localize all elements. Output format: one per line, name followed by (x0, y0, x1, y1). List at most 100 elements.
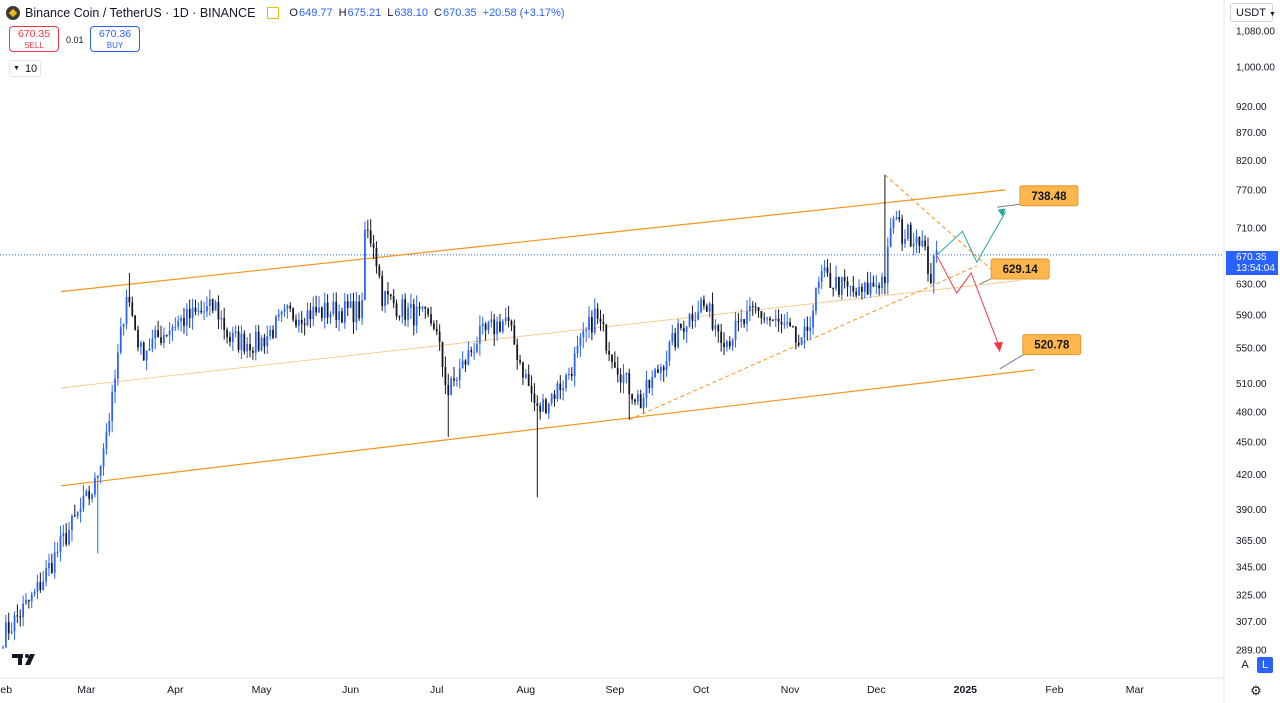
candle (889, 217, 892, 248)
candle (760, 311, 763, 325)
candle (869, 272, 872, 298)
candle (639, 389, 642, 409)
price-axis[interactable]: 1,080.00 1,000.00 920.00 870.00 820.00 770.00… (1236, 27, 1275, 657)
candle (657, 364, 659, 374)
bnb-coin-icon (6, 6, 20, 20)
candle (174, 317, 177, 331)
candle (634, 398, 636, 406)
candle (453, 366, 455, 387)
candle (467, 341, 470, 366)
candle (27, 599, 30, 609)
candle (455, 376, 458, 387)
candle (645, 370, 648, 408)
candle (19, 609, 22, 627)
candle (418, 302, 421, 316)
candle (579, 332, 582, 358)
time-axis[interactable]: Feb Mar Apr May Jun Jul Aug Sep Oct Nov Dec 2025 Feb… (0, 684, 1144, 696)
candle (412, 298, 415, 336)
candle (464, 359, 467, 372)
candle (703, 295, 705, 310)
candle (395, 299, 398, 320)
time-tick-label: Aug (516, 684, 535, 696)
candle (415, 295, 418, 334)
price-tick-label: 390.00 (1236, 505, 1267, 516)
price-target-label[interactable]: 520.78 (999, 334, 1082, 370)
candle (501, 318, 504, 334)
candle (783, 314, 786, 329)
candle (16, 604, 19, 623)
candle (122, 323, 125, 336)
candle (904, 229, 906, 248)
price-target-value: 629.14 (1003, 264, 1039, 276)
quantity-dropdown[interactable]: ▼ 10 (9, 60, 41, 77)
currency-dropdown[interactable]: USDT ▼ (1230, 3, 1276, 22)
candle (921, 230, 924, 248)
symbol-title[interactable]: Binance Coin / TetherUS · 1D · BINANCE (25, 6, 256, 20)
candle (685, 326, 688, 344)
candle (616, 356, 619, 383)
candle (59, 525, 62, 562)
candle (119, 317, 122, 355)
candle (162, 327, 165, 349)
candle (197, 302, 200, 316)
buy-button[interactable]: 670.36 BUY (90, 26, 140, 52)
candle (613, 351, 616, 368)
candle (605, 324, 608, 355)
candle (625, 372, 628, 384)
candle (631, 393, 633, 405)
candle (398, 315, 401, 321)
candle (45, 560, 47, 587)
candle (346, 294, 349, 316)
candle (125, 289, 128, 330)
candle (160, 325, 162, 346)
candle (329, 311, 332, 324)
candle (806, 316, 809, 341)
candle (157, 320, 160, 338)
buy-label: BUY (106, 41, 124, 50)
candle (355, 291, 358, 331)
flag-icon[interactable] (267, 7, 280, 19)
sell-button[interactable]: 670.35 SELL (9, 26, 59, 52)
tradingview-logo[interactable] (12, 652, 40, 666)
candle (929, 262, 932, 284)
candle (556, 380, 559, 402)
candle (68, 521, 70, 547)
candle (361, 292, 363, 326)
candle (757, 306, 760, 318)
candle (404, 293, 407, 327)
candle (292, 307, 295, 323)
candle (309, 303, 312, 328)
candle (424, 306, 427, 319)
gear-icon[interactable]: ⚙ (1250, 683, 1262, 698)
candle (168, 322, 171, 345)
candle (915, 229, 918, 254)
candle (128, 273, 131, 307)
candle (697, 300, 700, 321)
ohlc-close: C670.35 (434, 7, 477, 19)
candle (289, 302, 292, 313)
candle (608, 341, 611, 362)
candle (513, 319, 516, 345)
candle (326, 294, 329, 324)
log-scale-button[interactable]: L (1257, 657, 1273, 673)
candle (226, 327, 228, 344)
price-tick-label: 630.00 (1236, 280, 1267, 291)
candle (553, 390, 556, 407)
candle (315, 295, 318, 316)
candle (846, 276, 849, 297)
price-tick-label: 307.00 (1236, 617, 1267, 628)
price-tick-label: 920.00 (1236, 102, 1267, 113)
candle (180, 315, 182, 332)
candle (306, 302, 309, 327)
price-target-label[interactable]: 738.48 (996, 185, 1079, 208)
auto-scale-button[interactable]: A (1241, 659, 1249, 671)
candle (441, 341, 444, 377)
candle (108, 412, 111, 437)
price-target-label[interactable]: 629.14 (979, 258, 1050, 285)
candle (777, 309, 780, 332)
candle (651, 370, 654, 396)
candle (478, 315, 481, 356)
candle (323, 292, 326, 329)
candle (884, 174, 886, 295)
